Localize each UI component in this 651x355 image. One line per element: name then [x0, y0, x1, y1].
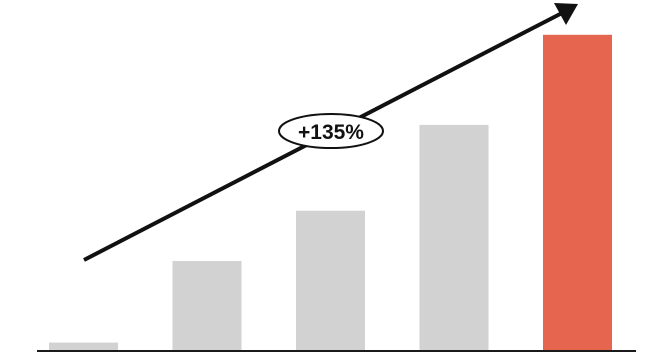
- bar-3: [296, 210, 365, 351]
- bars-group: [49, 34, 612, 352]
- bar-4: [419, 124, 489, 352]
- trend-arrow-group: +135%: [83, 3, 578, 262]
- trend-arrow-head: [554, 3, 578, 25]
- bar-2: [172, 261, 242, 351]
- bar-1: [49, 342, 118, 351]
- growth-label-ellipse: [278, 113, 384, 149]
- bar-5: [543, 34, 612, 352]
- growth-label-text: +135%: [298, 121, 364, 144]
